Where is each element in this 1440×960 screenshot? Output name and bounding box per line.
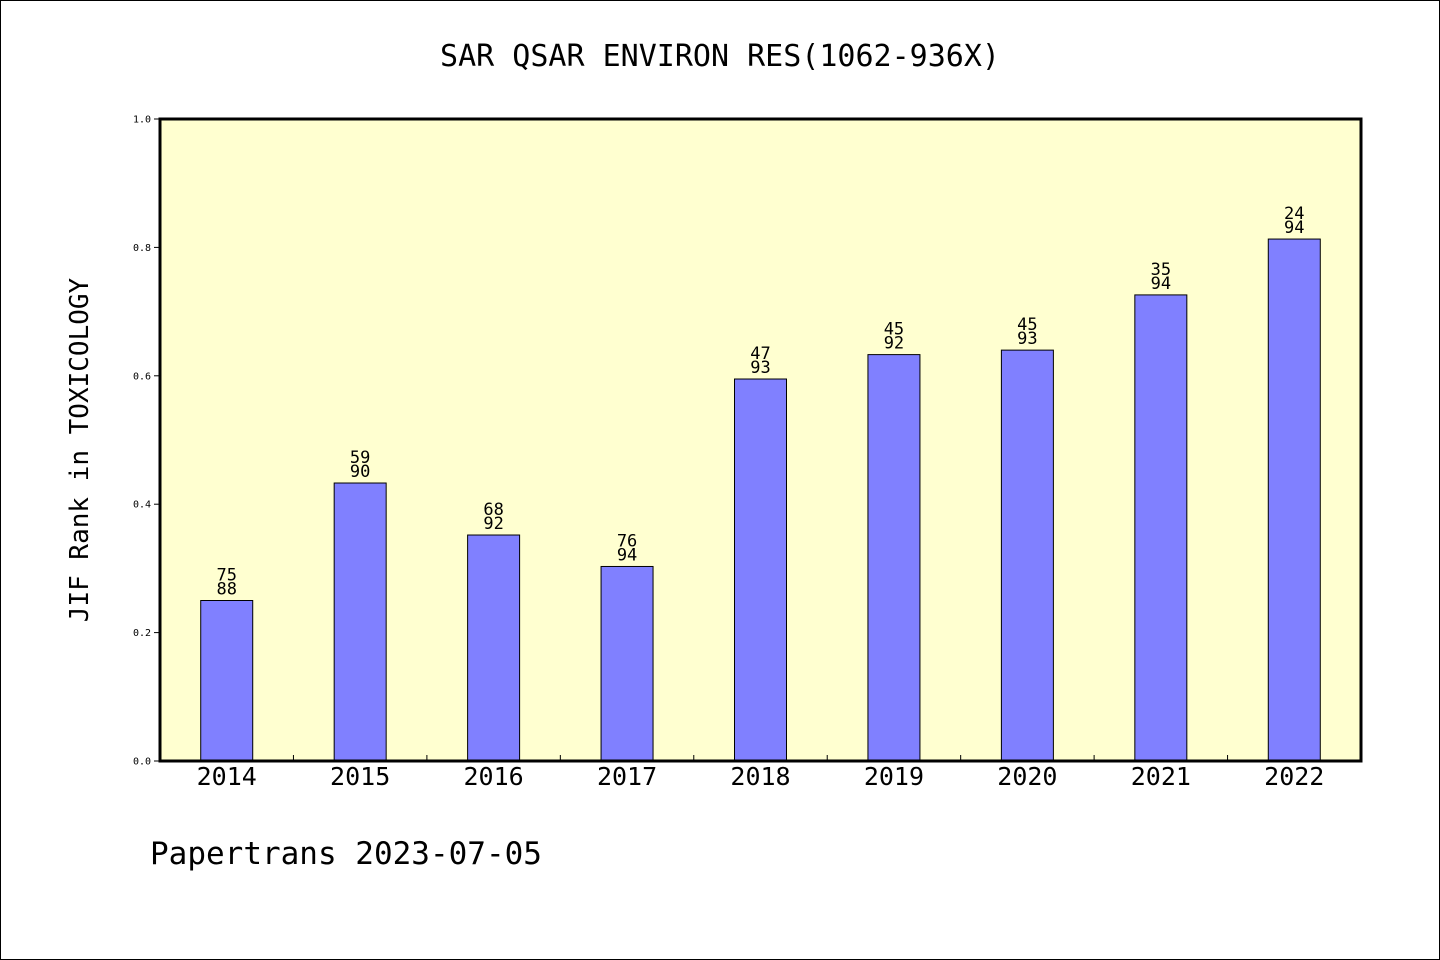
data-label-total-2014: 88 <box>216 580 236 600</box>
y-axis-label: JIF Rank in TOXICOLOGY <box>65 277 95 622</box>
y-tick-label-1.0: 1.0 <box>133 115 151 126</box>
y-tick-label-0.4: 0.4 <box>133 500 151 511</box>
bar-2017 <box>600 565 654 762</box>
y-tick-label-0.2: 0.2 <box>133 628 151 639</box>
bar-2020 <box>1000 349 1054 762</box>
data-label-total-2022: 94 <box>1284 218 1304 238</box>
bars-group <box>200 238 1321 762</box>
footer-credit: Papertrans 2023-07-05 <box>150 836 542 872</box>
data-label-rank-2014: 75 <box>216 566 236 586</box>
data-label-rank-2021: 35 <box>1151 260 1171 280</box>
bar-2014 <box>200 600 254 762</box>
data-label-total-2017: 94 <box>617 545 637 565</box>
x-tick-label-2022: 2022 <box>1264 762 1324 791</box>
data-label-total-2016: 92 <box>483 514 503 534</box>
x-tick-label-2015: 2015 <box>330 762 390 791</box>
x-tick-label-2021: 2021 <box>1131 762 1191 791</box>
data-label-rank-2017: 76 <box>617 531 637 551</box>
data-label-rank-2020: 45 <box>1017 315 1037 335</box>
data-label-rank-2019: 45 <box>884 320 904 340</box>
bar-2019 <box>867 354 921 762</box>
y-axis-ticks: 0.0 0.2 0.4 0.6 0.8 1.0 <box>133 115 160 768</box>
bar-2015 <box>333 482 387 762</box>
x-tick-label-2019: 2019 <box>864 762 924 791</box>
data-label-total-2021: 94 <box>1151 274 1171 294</box>
plot-border <box>158 117 1363 763</box>
x-tick-label-2014: 2014 <box>197 762 257 791</box>
data-label-total-2015: 90 <box>350 462 370 482</box>
x-tick-label-2020: 2020 <box>997 762 1057 791</box>
bar-2018 <box>734 378 787 762</box>
data-label-rank-2016: 68 <box>483 500 503 520</box>
y-tick-label-0.0: 0.0 <box>133 757 151 768</box>
chart-title: SAR QSAR ENVIRON RES(1062-936X) <box>440 39 1000 74</box>
data-label-rank-2022: 24 <box>1284 204 1304 224</box>
y-tick-label-0.6: 0.6 <box>133 371 151 382</box>
x-tick-label-2017: 2017 <box>597 762 657 791</box>
x-tick-label-2016: 2016 <box>464 762 524 791</box>
data-label-rank-2015: 59 <box>350 448 370 468</box>
bar-2022 <box>1267 238 1321 762</box>
data-label-rank-2018: 47 <box>750 344 770 364</box>
x-tick-label-2018: 2018 <box>730 762 790 791</box>
y-tick-label-0.8: 0.8 <box>133 243 151 254</box>
bar-2016 <box>467 534 521 762</box>
data-label-total-2019: 92 <box>884 334 904 354</box>
data-label-total-2020: 93 <box>1017 329 1037 349</box>
x-axis-ticks: 2014 2015 2016 2017 2018 2019 2020 2021 2022 <box>197 755 1324 791</box>
bar-2021 <box>1134 294 1188 762</box>
data-label-total-2018: 93 <box>750 358 770 378</box>
